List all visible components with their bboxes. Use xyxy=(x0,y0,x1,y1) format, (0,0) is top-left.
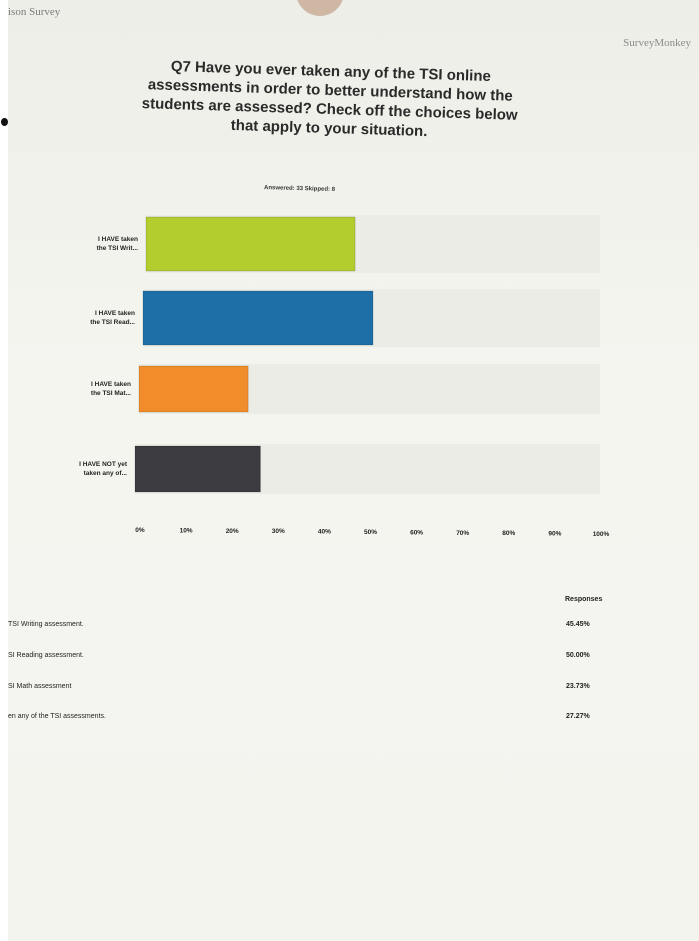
bar-2 xyxy=(138,365,249,413)
category-label: I HAVE NOT yet taken any of... xyxy=(79,461,128,477)
response-row: TSI Writing assessment. 45.45% xyxy=(0,621,699,633)
response-row: SI Reading assessment. 50.00% xyxy=(0,652,699,664)
survey-title-header: ison Survey xyxy=(8,6,61,18)
x-tick-label: 30% xyxy=(272,528,285,535)
response-label: en any of the TSI assessments. xyxy=(8,713,106,720)
surveymonkey-logo: SurveyMonkey xyxy=(623,37,691,49)
response-row: SI Math assessment 23.73% xyxy=(0,683,699,695)
response-row: en any of the TSI assessments. 27.27% xyxy=(0,713,699,725)
response-percent: 23.73% xyxy=(566,683,590,690)
bar-0 xyxy=(145,216,356,272)
response-percent: 50.00% xyxy=(566,652,590,659)
response-percent: 27.27% xyxy=(566,713,590,720)
bar-3 xyxy=(134,445,261,493)
category-label: I HAVE taken the TSI Mat... xyxy=(91,381,131,397)
category-label: I HAVE taken the TSI Read... xyxy=(90,310,135,326)
bullet-mark xyxy=(1,118,8,126)
x-tick-label: 90% xyxy=(548,531,561,538)
x-tick-label: 60% xyxy=(410,529,423,536)
x-tick-label: 80% xyxy=(502,530,515,537)
x-tick-label: 100% xyxy=(593,531,610,538)
responses-header: Responses xyxy=(565,596,603,603)
category-label: I HAVE taken the TSI Writ... xyxy=(97,236,139,252)
bar-1 xyxy=(142,290,374,346)
x-tick-label: 10% xyxy=(180,527,193,534)
response-label: SI Reading assessment. xyxy=(8,652,84,659)
photo-edge xyxy=(0,0,8,941)
x-tick-label: 70% xyxy=(456,530,469,537)
x-tick-label: 20% xyxy=(226,528,239,535)
x-tick-label: 40% xyxy=(318,529,331,536)
x-tick-label: 0% xyxy=(135,527,145,534)
response-label: SI Math assessment xyxy=(8,683,72,690)
response-label: TSI Writing assessment. xyxy=(8,621,84,628)
x-tick-label: 50% xyxy=(364,529,377,536)
response-percent: 45.45% xyxy=(566,621,590,628)
finger-shadow xyxy=(296,0,344,16)
